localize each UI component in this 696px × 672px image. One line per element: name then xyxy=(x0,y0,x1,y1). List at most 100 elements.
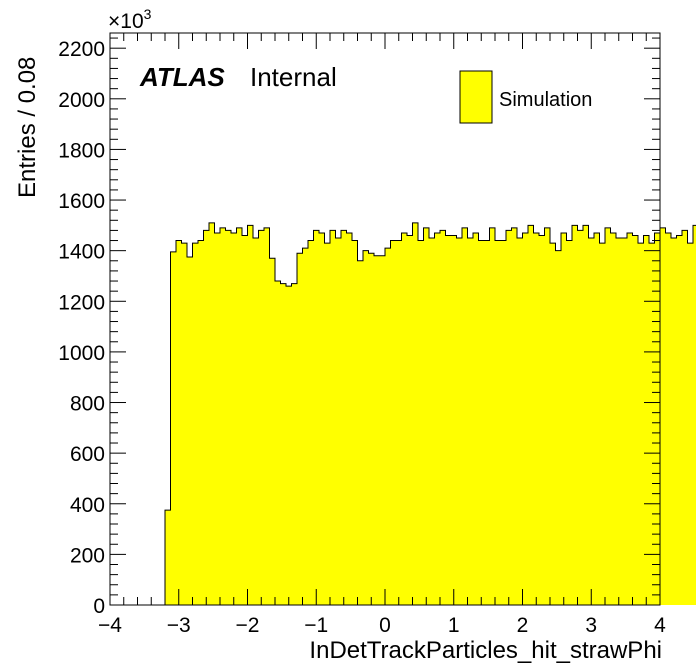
y-tick-label: 1600 xyxy=(58,190,105,213)
y-tick-label: 1200 xyxy=(58,291,105,314)
histogram-bin xyxy=(671,238,677,605)
x-tick-label: −2 xyxy=(236,614,260,637)
histogram-bin xyxy=(176,240,182,605)
histogram-bin xyxy=(594,232,600,605)
y-tick-label: 200 xyxy=(70,544,105,567)
histogram-bin xyxy=(434,232,441,605)
histogram-bin xyxy=(555,250,562,606)
histogram-bin xyxy=(319,232,325,605)
histogram-bin xyxy=(352,240,358,605)
histogram-bin xyxy=(440,230,446,605)
histogram-bin xyxy=(407,235,413,605)
x-tick-label: 1 xyxy=(448,614,460,637)
histogram-outline xyxy=(164,222,696,605)
histogram-bin xyxy=(445,235,452,605)
histogram-bin xyxy=(638,243,644,605)
histogram-bin xyxy=(253,238,259,605)
x-tick-label: 2 xyxy=(517,614,529,637)
x-axis-ticks: −4 −3 −2 −1 0 1 2 3 4 xyxy=(98,33,666,637)
y-tick-label: 2000 xyxy=(58,89,105,112)
x-tick-label: 4 xyxy=(654,614,666,637)
x-tick-label: −4 xyxy=(98,614,122,637)
histogram-bin xyxy=(511,227,518,605)
y-tick-label: 400 xyxy=(70,494,105,517)
histogram-bin xyxy=(346,232,353,605)
histogram-bin xyxy=(484,240,490,605)
histogram-bin xyxy=(269,258,276,605)
histogram-bin xyxy=(473,232,479,605)
histogram-bin xyxy=(588,238,595,605)
histogram-bin xyxy=(643,235,650,605)
histogram-bars xyxy=(164,222,696,606)
histogram-bin xyxy=(187,256,193,605)
histogram-bin xyxy=(429,238,435,605)
histogram-bin xyxy=(313,230,320,605)
histogram-bin xyxy=(308,240,314,605)
histogram-bin xyxy=(528,225,534,605)
histogram-bin xyxy=(649,243,655,605)
histogram-bin xyxy=(566,240,573,605)
histogram-bin xyxy=(379,255,386,606)
histogram-bin xyxy=(258,230,265,605)
histogram-bin xyxy=(192,243,199,605)
histogram-bin xyxy=(418,240,424,605)
histogram-bin xyxy=(363,250,369,606)
histogram-bin xyxy=(583,225,589,605)
histogram-bin xyxy=(654,232,661,605)
histogram-bin xyxy=(676,235,683,605)
histogram-bin xyxy=(330,230,336,605)
histogram-bin xyxy=(291,283,298,605)
legend-label: Simulation xyxy=(499,89,592,111)
histogram-bin xyxy=(236,227,243,605)
histogram-bin xyxy=(357,260,364,605)
histogram-bin xyxy=(181,243,188,605)
histogram-bin xyxy=(335,238,342,605)
histogram-bin xyxy=(462,227,468,605)
histogram-bin xyxy=(247,225,254,605)
histogram-bin xyxy=(242,235,248,605)
x-tick-label: 0 xyxy=(379,614,391,637)
histogram-bin xyxy=(220,227,226,605)
histogram-bin xyxy=(682,230,688,605)
histogram-bin xyxy=(577,230,584,605)
histogram-bin xyxy=(423,227,430,605)
histogram-bin xyxy=(610,232,617,605)
y-tick-label: 1400 xyxy=(58,241,105,264)
histogram-bin xyxy=(456,238,463,605)
x-tick-label: 3 xyxy=(585,614,597,637)
histogram-bin xyxy=(539,235,545,605)
histogram-bin xyxy=(368,253,375,605)
histogram-bin xyxy=(324,243,331,605)
histogram-bin xyxy=(599,243,606,605)
histogram-bin xyxy=(550,243,556,605)
x-tick-label: −3 xyxy=(167,614,191,637)
histogram-bin xyxy=(693,225,696,605)
histogram-bin xyxy=(297,253,303,605)
histogram-bin xyxy=(495,240,501,605)
y-tick-label: 600 xyxy=(70,443,105,466)
histogram-bin xyxy=(203,230,210,605)
histogram-bin xyxy=(660,227,666,605)
histogram-bin xyxy=(341,230,347,605)
histogram-bin xyxy=(533,232,540,605)
y-tick-label: 1800 xyxy=(58,139,105,162)
histogram-bin xyxy=(390,240,397,605)
histogram-bin xyxy=(275,281,281,605)
histogram-bin xyxy=(231,232,237,605)
histogram-bin xyxy=(572,225,578,605)
histogram-bin xyxy=(302,248,309,605)
histogram-bin xyxy=(165,510,171,605)
histogram-bin xyxy=(385,248,391,605)
histogram-bin xyxy=(374,255,380,606)
y-tick-label: 800 xyxy=(70,393,105,416)
histogram-bin xyxy=(401,232,408,605)
histogram-bin xyxy=(286,286,292,605)
histogram-bin xyxy=(264,227,270,605)
histogram-bin xyxy=(522,232,529,605)
histogram-bin xyxy=(209,222,215,606)
y-tick-label: 2200 xyxy=(58,38,105,61)
histogram-bin xyxy=(544,227,551,605)
x-axis-title: InDetTrackParticles_hit_strawPhi xyxy=(309,637,662,664)
histogram-bin xyxy=(225,230,232,605)
